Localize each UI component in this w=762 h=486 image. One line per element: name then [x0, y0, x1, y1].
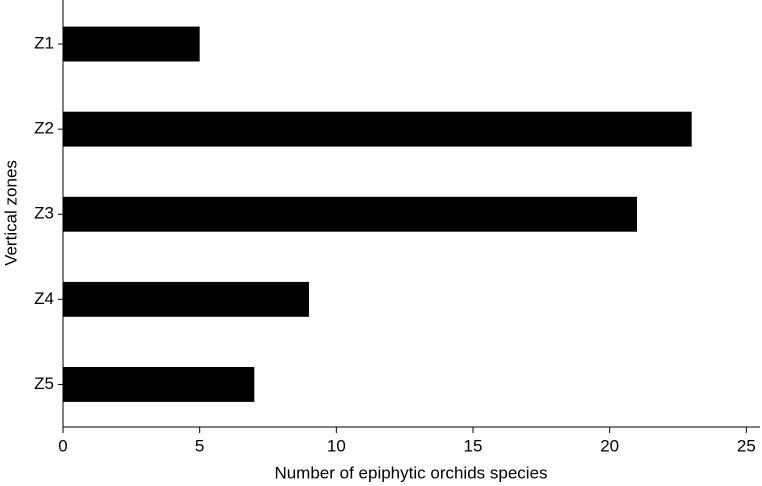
bar	[63, 111, 692, 147]
y-tick-label: Z2	[34, 119, 54, 138]
x-tick-label: 20	[600, 436, 619, 455]
x-tick-label: 15	[464, 436, 483, 455]
y-tick-label: Z5	[34, 374, 54, 393]
bar	[63, 26, 200, 62]
y-axis-label: Vertical zones	[1, 160, 20, 266]
y-tick-label: Z3	[34, 204, 54, 223]
x-tick-label: 10	[327, 436, 346, 455]
y-tick-label: Z1	[34, 34, 54, 53]
x-tick-label: 0	[58, 436, 67, 455]
bar	[63, 196, 637, 232]
bar	[63, 281, 309, 317]
x-tick-label: 25	[737, 436, 756, 455]
bar	[63, 367, 255, 402]
y-tick-label: Z4	[34, 289, 54, 308]
x-tick-label: 5	[195, 436, 204, 455]
x-axis-label: Number of epiphytic orchids species	[274, 463, 547, 482]
